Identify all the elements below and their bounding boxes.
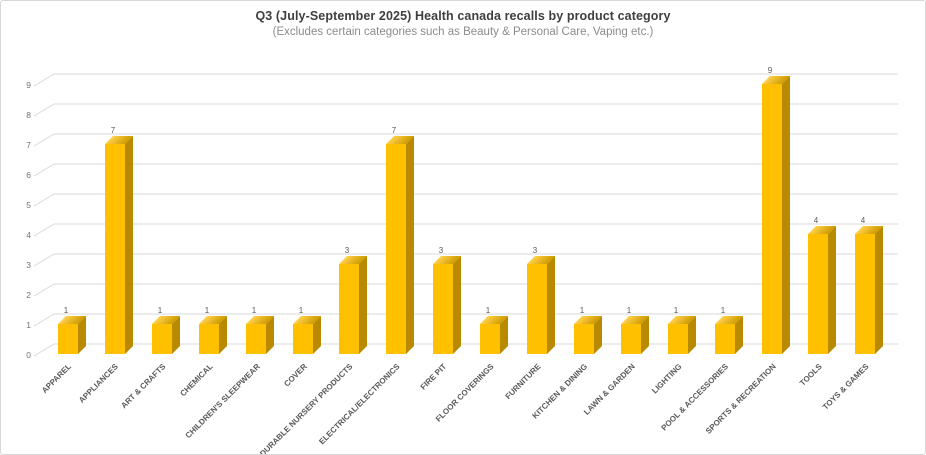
bar (246, 316, 274, 354)
gridline (33, 343, 55, 357)
bar-side-face (782, 76, 790, 354)
y-axis-tick-label: 6 (26, 170, 31, 180)
bar (105, 136, 133, 354)
bar-side-face (875, 226, 883, 354)
bar-value-label: 3 (438, 246, 444, 255)
gridline (33, 193, 55, 207)
bar-value-label: 1 (298, 306, 304, 315)
bar (527, 256, 555, 354)
bar-side-face (547, 256, 555, 354)
gridline (33, 223, 55, 237)
y-axis-tick-label: 8 (26, 110, 31, 120)
bar-front-face (386, 144, 406, 354)
bar (433, 256, 461, 354)
bar-front-face (574, 324, 594, 354)
y-axis-tick-label: 5 (26, 200, 31, 210)
bar-side-face (406, 136, 414, 354)
bar (199, 316, 227, 354)
bar-value-label: 1 (720, 306, 726, 315)
bar (762, 76, 790, 354)
y-axis-tick-label: 7 (26, 140, 31, 150)
y-axis-tick-label: 4 (26, 230, 31, 240)
bar-side-face (828, 226, 836, 354)
bar-front-face (246, 324, 266, 354)
bar-value-label: 1 (63, 306, 69, 315)
bar (480, 316, 508, 354)
gridline (33, 133, 55, 147)
bar (386, 136, 414, 354)
bar-value-label: 1 (626, 306, 632, 315)
gridline (33, 253, 55, 267)
gridline (33, 313, 55, 327)
bar-value-label: 7 (391, 126, 397, 135)
bar-front-face (668, 324, 688, 354)
bar-value-label: 1 (204, 306, 210, 315)
bar (808, 226, 836, 354)
gridline (33, 103, 55, 117)
bar-side-face (125, 136, 133, 354)
bar (715, 316, 743, 354)
bar-value-label: 7 (110, 126, 116, 135)
bar (574, 316, 602, 354)
bar-value-label: 3 (532, 246, 538, 255)
bar-front-face (480, 324, 500, 354)
gridline (33, 73, 55, 87)
bar-front-face (855, 234, 875, 354)
chart-subtitle: (Excludes certain categories such as Bea… (272, 26, 654, 38)
bar-front-face (527, 264, 547, 354)
bar-value-label: 3 (344, 246, 350, 255)
bar (339, 256, 367, 354)
y-axis-tick-label: 0 (26, 350, 31, 360)
bar-front-face (715, 324, 735, 354)
bar-front-face (621, 324, 641, 354)
bar (855, 226, 883, 354)
bar-value-label: 1 (157, 306, 163, 315)
bar (668, 316, 696, 354)
bar-value-label: 4 (813, 216, 819, 225)
bar-value-label: 1 (673, 306, 679, 315)
bar-value-label: 4 (860, 216, 866, 225)
bar-front-face (808, 234, 828, 354)
gridline (33, 163, 55, 177)
bar-front-face (105, 144, 125, 354)
y-axis-tick-label: 9 (26, 80, 31, 90)
bar-value-label: 1 (579, 306, 585, 315)
gridline (33, 283, 55, 297)
chart-title: Q3 (July-September 2025) Health canada r… (255, 9, 671, 23)
bar-front-face (293, 324, 313, 354)
bar-side-face (453, 256, 461, 354)
bar-value-label: 1 (251, 306, 257, 315)
y-axis-tick-label: 3 (26, 260, 31, 270)
bar-front-face (762, 84, 782, 354)
bar-side-face (359, 256, 367, 354)
bar-front-face (339, 264, 359, 354)
bar-value-label: 9 (767, 66, 773, 75)
bar-value-label: 1 (485, 306, 491, 315)
bar (293, 316, 321, 354)
y-axis-tick-label: 1 (26, 320, 31, 330)
bar-front-face (199, 324, 219, 354)
bar (621, 316, 649, 354)
bar-front-face (152, 324, 172, 354)
bar (152, 316, 180, 354)
y-axis-tick-label: 2 (26, 290, 31, 300)
bar-front-face (433, 264, 453, 354)
bar-front-face (58, 324, 78, 354)
bar (58, 316, 86, 354)
